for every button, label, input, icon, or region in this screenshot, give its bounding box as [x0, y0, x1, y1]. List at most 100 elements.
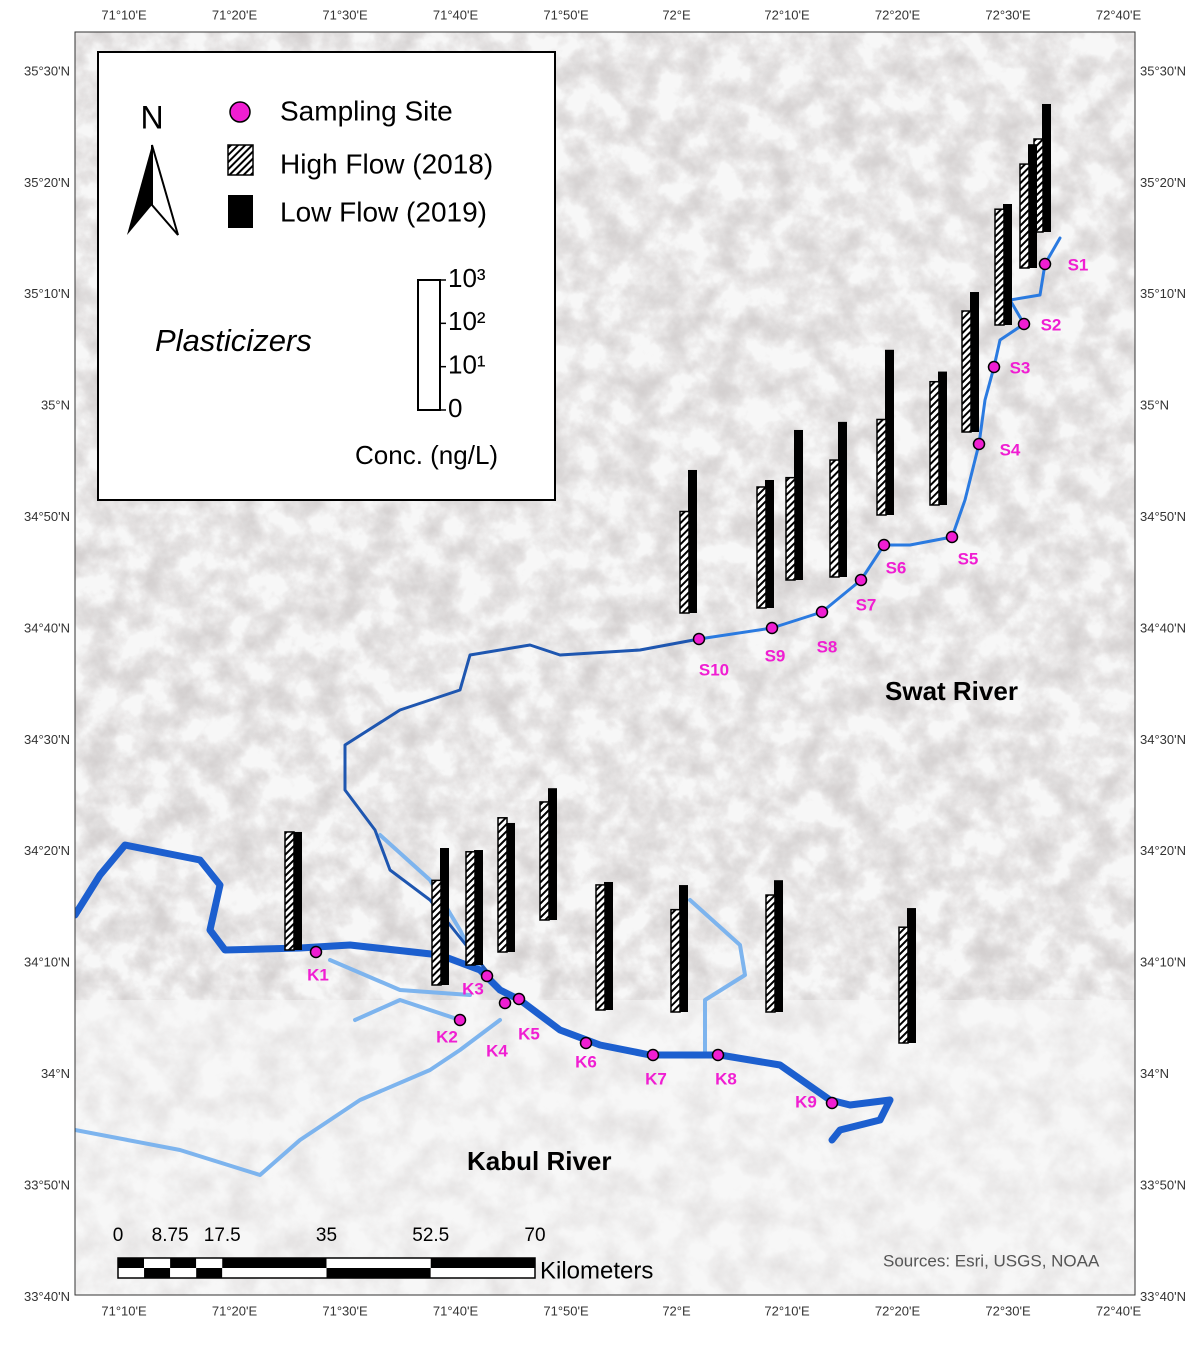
- scale-label: 0: [113, 1225, 124, 1246]
- conc-tick-label: 0: [448, 393, 462, 423]
- sampling-site: [972, 437, 986, 451]
- low-flow-bar: [679, 885, 688, 1012]
- lon-label: 72°E: [662, 1303, 691, 1318]
- low-flow-bar: [506, 822, 515, 952]
- legend-low-symbol: [228, 195, 253, 228]
- low-flow-bar: [1003, 203, 1012, 325]
- site-label: K6: [575, 1052, 597, 1071]
- lat-label: 34°20'N: [24, 843, 70, 858]
- sampling-site: [815, 605, 829, 619]
- lat-label: 34°10'N: [24, 955, 70, 970]
- legend-box: [97, 51, 556, 501]
- high-flow-bar: [465, 851, 476, 966]
- lat-label: 35°30'N: [1140, 63, 1186, 78]
- sampling-site: [453, 1013, 467, 1027]
- lat-label: 35°N: [1140, 398, 1169, 413]
- sampling-site: [1038, 257, 1052, 271]
- site-label: S7: [856, 595, 877, 614]
- scale-segment: [430, 1258, 535, 1268]
- low-flow-bar: [688, 469, 697, 613]
- sampling-site: [480, 969, 494, 983]
- lon-label: 72°20'E: [875, 7, 921, 22]
- chemical-label: Plasticizers: [155, 323, 312, 358]
- lon-label: 71°50'E: [543, 1303, 589, 1318]
- conc-tick-label: 10²: [448, 306, 486, 336]
- lat-label: 34°30'N: [1140, 732, 1186, 747]
- lon-label: 71°10'E: [101, 1303, 147, 1318]
- low-flow-bar: [907, 908, 916, 1043]
- site-label: K2: [436, 1027, 458, 1046]
- high-flow-bar: [961, 310, 972, 433]
- low-flow-bar: [938, 371, 947, 505]
- lat-label: 35°10'N: [1140, 286, 1186, 301]
- lat-label: 33°40'N: [24, 1289, 70, 1304]
- lat-label: 34°N: [1140, 1066, 1169, 1081]
- lat-label: 35°30'N: [24, 63, 70, 78]
- scale-segment: [196, 1258, 223, 1268]
- high-flow-bar: [929, 380, 940, 506]
- high-flow-bar: [765, 894, 776, 1013]
- low-flow-bar: [1042, 103, 1051, 233]
- sampling-site: [579, 1036, 593, 1050]
- site-label: S3: [1010, 358, 1031, 377]
- lon-label: 72°30'E: [985, 7, 1031, 22]
- high-flow-bar: [539, 801, 550, 921]
- sampling-site: [646, 1048, 660, 1062]
- lat-label: 34°40'N: [1140, 620, 1186, 635]
- low-flow-bar: [474, 850, 483, 965]
- sampling-site: [987, 360, 1001, 374]
- lon-label: 71°40'E: [433, 1303, 479, 1318]
- lat-label: 34°10'N: [1140, 955, 1186, 970]
- high-flow-bar: [876, 418, 887, 516]
- high-flow-bar: [829, 459, 840, 578]
- site-label: S9: [765, 646, 786, 665]
- high-flow-bar: [670, 908, 681, 1013]
- lat-label: 34°50'N: [24, 509, 70, 524]
- conc-tick-label: 10³: [448, 263, 486, 293]
- scale-label: 8.75: [152, 1225, 189, 1246]
- lon-label: 71°20'E: [212, 7, 258, 22]
- low-flow-bar: [794, 429, 803, 580]
- site-label: S10: [699, 660, 729, 679]
- site-label: S4: [1000, 440, 1021, 459]
- low-flow-bar: [293, 831, 302, 950]
- sampling-site: [692, 632, 706, 646]
- lat-label: 34°40'N: [24, 620, 70, 635]
- site-label: S2: [1041, 315, 1062, 334]
- low-flow-bar: [604, 881, 613, 1010]
- north-label: N: [140, 99, 163, 135]
- lat-label: 34°20'N: [1140, 843, 1186, 858]
- lat-label: 35°20'N: [1140, 175, 1186, 190]
- sampling-site: [711, 1048, 725, 1062]
- site-label: K7: [645, 1069, 667, 1088]
- lon-label: 72°30'E: [985, 1303, 1031, 1318]
- scale-segment: [118, 1268, 145, 1278]
- lon-label: 71°20'E: [212, 1303, 258, 1318]
- lon-label: 71°30'E: [322, 1303, 368, 1318]
- lon-label: 72°10'E: [764, 7, 810, 22]
- high-flow-bar: [431, 879, 442, 986]
- lon-label: 71°10'E: [101, 7, 147, 22]
- high-flow-bar: [595, 884, 606, 1011]
- north-arrow: [151, 144, 179, 236]
- sources: Sources: Esri, USGS, NOAA: [883, 1251, 1100, 1270]
- high-flow-bar: [785, 476, 796, 581]
- conc-scale-bar: [417, 279, 441, 411]
- scale-segment: [222, 1268, 327, 1278]
- site-label: S1: [1068, 255, 1089, 274]
- low-flow-bar: [970, 292, 979, 432]
- tributary: [328, 958, 472, 997]
- tributary: [353, 998, 462, 1022]
- low-flow-bar: [838, 421, 847, 577]
- lon-label: 72°E: [662, 7, 691, 22]
- site-label: K4: [486, 1041, 508, 1060]
- scale-segment: [170, 1268, 197, 1278]
- sampling-site: [765, 621, 779, 635]
- site-label: S6: [886, 558, 907, 577]
- legend-site-symbol: [229, 101, 251, 123]
- low-flow-bar: [765, 479, 774, 608]
- river-label: Kabul River: [467, 1146, 612, 1176]
- lat-label: 35°20'N: [24, 175, 70, 190]
- high-flow-bar: [898, 926, 909, 1044]
